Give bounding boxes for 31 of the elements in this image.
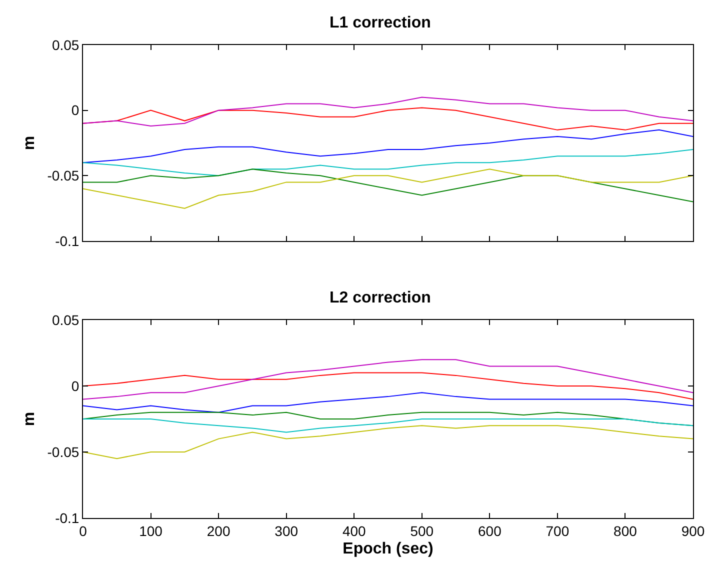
line-series [83,96,693,127]
line-series [83,129,693,164]
x-tick-label: 500 [410,522,434,539]
line-series [83,418,693,433]
chart-title: L2 correction [330,290,431,307]
y-tick-label: 0 [71,378,80,394]
y-axis-title: m [21,412,38,426]
y-tick-label: 0.05 [52,36,80,53]
y-axis-title: m [21,136,38,150]
x-tick-label: 400 [342,522,366,539]
x-tick-label: 700 [546,522,570,539]
line-series [83,168,693,209]
y-tick-label: 0.05 [52,312,80,328]
y-tick-label: -0.1 [55,510,80,526]
line-series [83,359,693,400]
x-tick-label: 900 [681,522,705,539]
x-axis-title: Epoch (sec) [342,540,434,558]
y-tick-label: -0.05 [47,168,80,184]
line-series [83,372,693,400]
line-series [83,149,693,176]
x-tick-label: 300 [274,522,298,539]
x-tick-label: 800 [614,522,638,539]
chart-title: L1 correction [330,14,431,32]
x-tick-label: 200 [206,522,230,539]
line-series [83,425,693,460]
y-tick-label: -0.1 [55,232,80,249]
y-tick-label: 0 [71,102,80,118]
line-series [83,392,693,413]
x-tick-label: 600 [478,522,502,539]
x-tick-label: 100 [139,522,163,539]
y-tick-label: -0.05 [47,444,80,460]
